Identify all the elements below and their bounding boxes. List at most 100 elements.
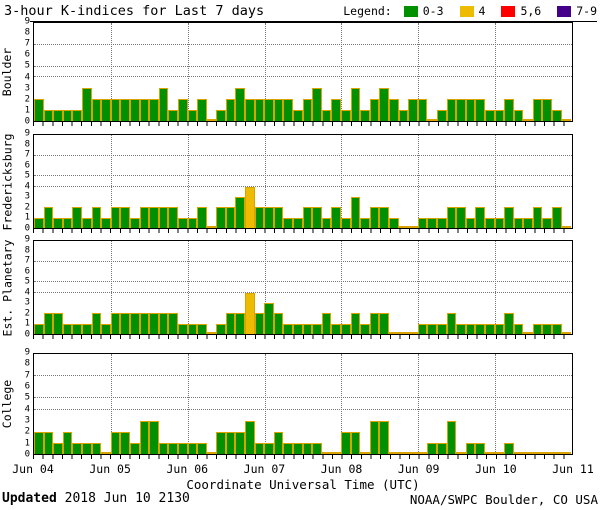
k-bar	[34, 431, 44, 454]
k-bar	[283, 217, 294, 228]
k-bar	[398, 452, 409, 454]
y-tick-label: 1	[24, 438, 30, 449]
k-bar	[139, 420, 150, 454]
k-bar	[235, 431, 246, 454]
k-bar	[187, 110, 198, 121]
k-bar	[91, 99, 102, 121]
day-gridline	[264, 354, 266, 454]
k-bar	[504, 207, 514, 228]
credit-text: NOAA/SWPC Boulder, CO USA	[409, 492, 598, 507]
day-gridline	[418, 135, 420, 228]
k-bar	[369, 313, 380, 334]
y-tick-label: 9	[24, 234, 30, 245]
k-bar	[341, 217, 351, 228]
k-bar	[388, 217, 399, 228]
k-bar	[321, 313, 332, 334]
k-bar	[465, 442, 476, 454]
k-bar	[321, 452, 332, 454]
k-bar	[110, 431, 121, 454]
legend-swatch-green	[403, 5, 418, 17]
legend-item-label: 7-9	[576, 4, 597, 18]
h-gridline-k7	[34, 260, 572, 262]
k-bar	[34, 323, 44, 334]
k-bar	[264, 99, 274, 121]
day-gridline	[495, 135, 497, 228]
k-bar	[187, 323, 198, 334]
legend-swatch-purple	[557, 5, 572, 17]
k-bar	[408, 99, 418, 121]
day-gridline	[187, 241, 189, 334]
k-bar	[331, 323, 341, 334]
x-tick-label: Jun 07	[243, 462, 286, 476]
k-bar	[484, 323, 495, 334]
k-bar	[408, 226, 418, 228]
k-bar	[273, 431, 284, 454]
k-bar	[177, 442, 188, 454]
k-bar	[158, 88, 169, 121]
day-gridline	[418, 241, 420, 334]
k-bar	[129, 313, 140, 334]
k-bar	[475, 442, 485, 454]
k-bar	[53, 313, 63, 334]
y-tick-label: 7	[24, 149, 30, 160]
k-bar	[168, 110, 178, 121]
k-bar	[513, 110, 524, 121]
day-gridline	[341, 241, 343, 334]
y-tick-label: 9	[24, 128, 30, 139]
k-bar	[312, 442, 322, 454]
k-bar	[254, 207, 265, 228]
k-bar	[72, 323, 82, 334]
k-bar	[456, 207, 466, 228]
k-bar	[494, 323, 505, 334]
k-bar	[446, 420, 457, 454]
h-gridline-k5	[34, 65, 572, 67]
x-tick-label: Jun 06	[166, 462, 209, 476]
k-bar	[494, 217, 505, 228]
minor-ticks	[33, 455, 573, 459]
legend-label: Legend:	[343, 4, 392, 18]
k-bar	[561, 226, 572, 228]
k-bar	[513, 323, 524, 334]
k-bar	[350, 313, 361, 334]
k-bar	[120, 207, 130, 228]
day-gridline	[264, 135, 266, 228]
k-bar	[513, 217, 524, 228]
k-bar	[254, 99, 265, 121]
k-bar	[513, 452, 524, 454]
k-bar	[504, 442, 514, 454]
y-tick-label: 2	[24, 202, 30, 213]
k-bar	[360, 323, 370, 334]
k-bar	[62, 431, 73, 454]
k-bar	[216, 323, 226, 334]
k-bar	[456, 452, 466, 454]
k-bar	[360, 217, 370, 228]
k-bar	[398, 332, 409, 334]
k-bar	[331, 99, 341, 121]
legend-item-severe-storm: 7-9	[557, 4, 597, 18]
k-bar	[91, 442, 102, 454]
h-gridline-k4	[34, 291, 572, 293]
k-bar	[81, 442, 92, 454]
k-bar	[101, 323, 111, 334]
updated-label: Updated	[2, 491, 57, 506]
k-bar	[293, 442, 303, 454]
bars-row	[34, 23, 572, 121]
k-bar	[168, 313, 178, 334]
k-bar	[302, 99, 313, 121]
y-tick-label: 2	[24, 94, 30, 105]
k-bar	[504, 99, 514, 121]
k-bar	[350, 431, 361, 454]
y-tick-label: 4	[24, 181, 30, 192]
y-tick-label: 0	[24, 116, 30, 127]
y-tick-label: 4	[24, 287, 30, 298]
k-bar	[245, 99, 255, 121]
k-bar	[187, 442, 198, 454]
k-bar	[225, 99, 236, 121]
k-bar	[206, 452, 217, 454]
k-bar	[139, 207, 150, 228]
plot-area	[33, 353, 573, 455]
